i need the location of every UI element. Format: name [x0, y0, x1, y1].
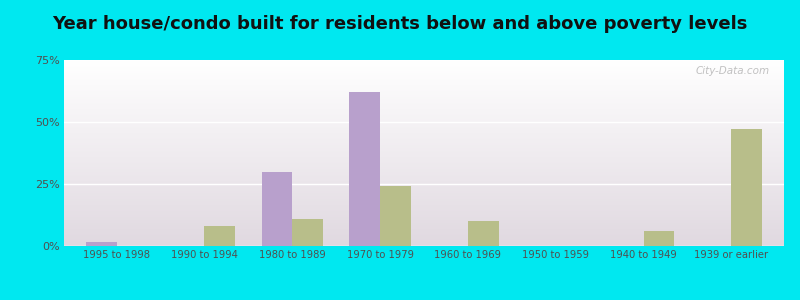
Bar	[292, 219, 323, 246]
Text: Year house/condo built for residents below and above poverty levels: Year house/condo built for residents bel…	[52, 15, 748, 33]
Bar	[262, 172, 292, 246]
Bar	[731, 129, 762, 246]
Bar	[86, 242, 117, 246]
Text: City-Data.com: City-Data.com	[695, 66, 770, 76]
Bar	[350, 92, 380, 246]
Bar	[468, 221, 498, 246]
Bar	[205, 226, 235, 246]
Bar	[380, 187, 411, 246]
Bar	[643, 231, 674, 246]
